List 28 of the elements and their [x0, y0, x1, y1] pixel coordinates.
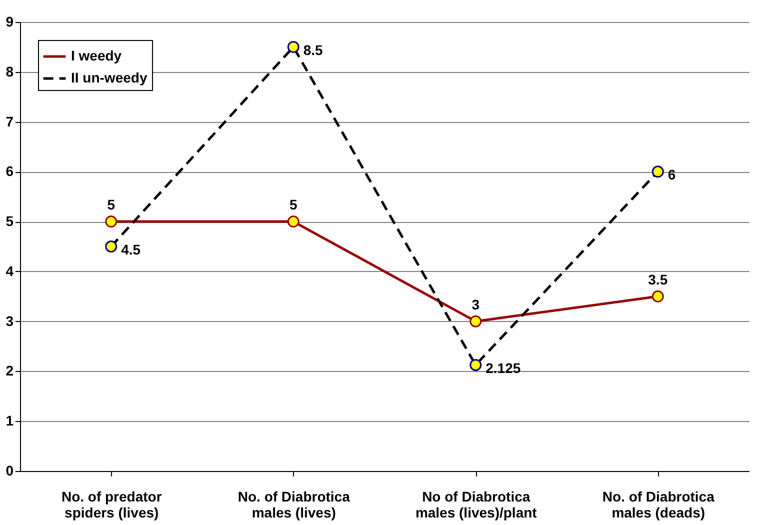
point	[470, 315, 482, 328]
data-label: 8.5	[303, 42, 324, 58]
point	[287, 216, 300, 228]
y-tick-label: 1	[6, 412, 14, 429]
x-tick-label: No. of Diabrotica males (lives)	[238, 488, 350, 520]
point	[105, 216, 118, 228]
data-label: 5	[107, 196, 116, 213]
y-tick-label: 3	[6, 312, 14, 329]
data-label: 2.125	[486, 360, 521, 376]
y-tick-label: 9	[6, 14, 14, 30]
y-tick-label: 6	[6, 163, 14, 180]
x-tick-label: No of Diabrotica males (lives)/plant	[415, 488, 538, 520]
x-tick-label: No. of predator spiders (lives)	[61, 488, 162, 520]
y-tick-label: 7	[6, 113, 14, 130]
data-label: 4.5	[121, 242, 141, 258]
legend-label: II un-weedy	[71, 70, 148, 86]
data-label: 5	[289, 196, 298, 213]
y-tick-label: 8	[6, 63, 14, 80]
legend-label: I weedy	[71, 48, 122, 64]
y-tick-label: 4	[6, 262, 14, 279]
y-tick-label: 5	[6, 213, 14, 230]
y-tick-label: 0	[6, 462, 14, 478]
y-tick-label: 2	[6, 362, 14, 379]
x-tick-label: No. of Diabrotica males (deads)	[602, 488, 715, 520]
data-label: 6	[668, 166, 676, 183]
data-label: 3.5	[648, 271, 668, 288]
point	[652, 290, 664, 302]
data-label: 3	[472, 296, 480, 312]
